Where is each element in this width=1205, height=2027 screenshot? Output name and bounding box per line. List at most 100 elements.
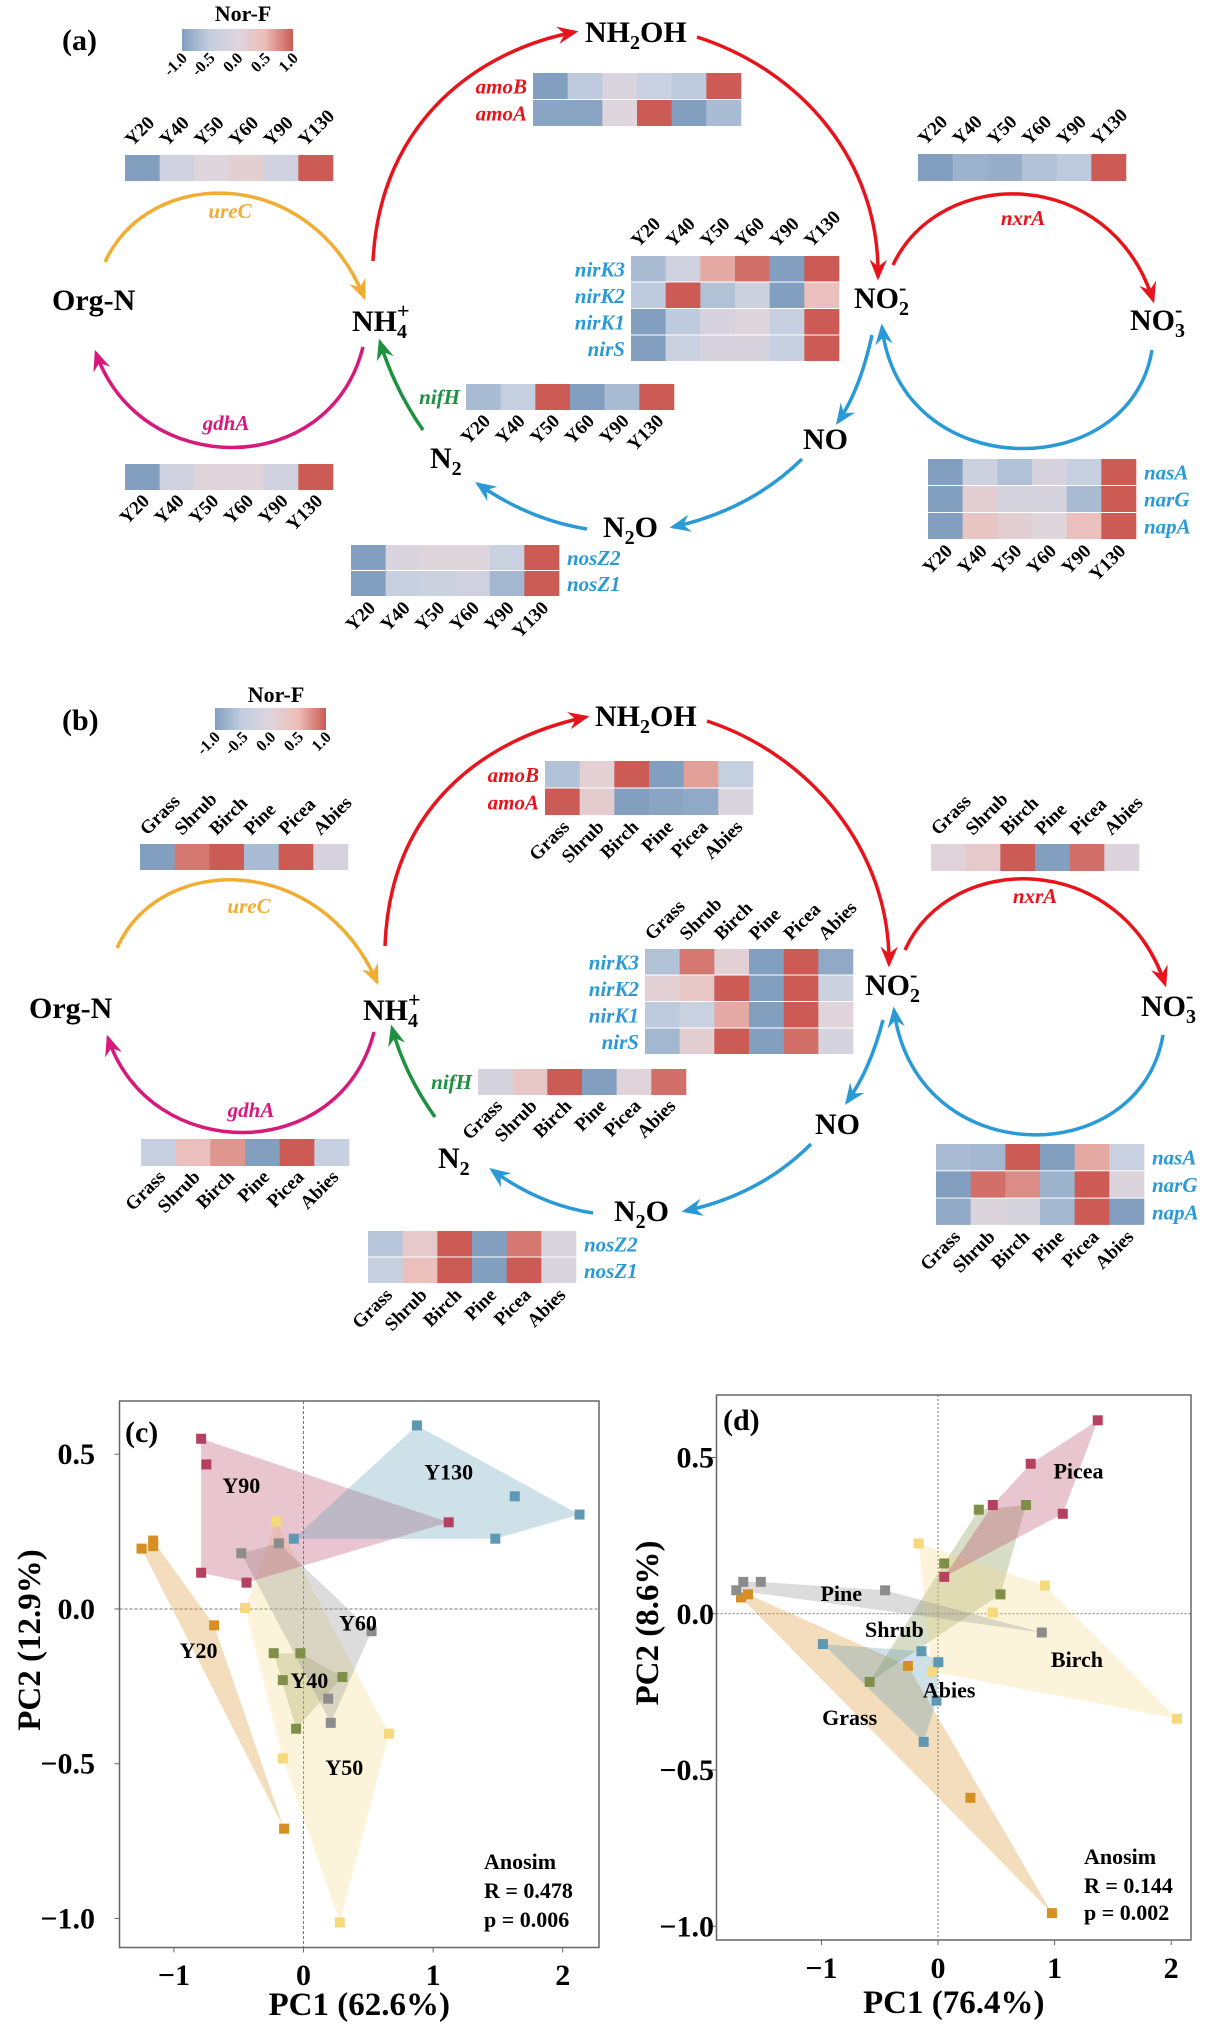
heatmap-cell (918, 154, 953, 181)
plot-frame (715, 1394, 1192, 1941)
heatmap-cell (210, 1139, 246, 1166)
heatmap-cell (1022, 154, 1057, 181)
node-n2: N2 (430, 442, 462, 480)
heatmap-cell (229, 464, 264, 490)
heatmap-cell (582, 1069, 617, 1095)
heatmap-cell (194, 155, 230, 181)
heatmap-cell (570, 384, 605, 410)
gene-label: ureC (208, 199, 252, 223)
column-label: Y40 (377, 598, 415, 636)
column-label: Y60 (731, 214, 769, 252)
node-text-part: NO (1130, 304, 1175, 337)
node-text-part: NH (363, 994, 408, 1027)
node-nh4: NH4+ (352, 298, 410, 343)
heatmap-cell (818, 949, 854, 975)
hull-y20 (141, 1540, 285, 1829)
arrow-nifH (376, 338, 425, 432)
heatmap-cell (645, 975, 680, 1001)
y-tick-label: −0.5 (659, 1754, 714, 1787)
colorbar-legend: Nor-F -1.0-0.5 0.0 0.5 1.0 (161, 1, 302, 80)
heatmap-cell (489, 545, 525, 570)
heatmap-cell (783, 949, 819, 975)
y-tick-label: 0.5 (58, 1438, 96, 1471)
node-text-part: 4 (408, 1010, 418, 1032)
y-axis-label: PC2 (12.9%) (12, 1549, 48, 1730)
heatmap-cell (1056, 154, 1092, 181)
plot-frame (118, 1400, 600, 1949)
heatmap-cell (997, 513, 1033, 539)
heatmap-cell (1040, 1171, 1075, 1198)
heatmap-cell (683, 761, 719, 788)
column-label: Y40 (492, 411, 530, 449)
heatmap-cell (579, 761, 615, 788)
node-text-part: 2 (899, 298, 909, 320)
point-birch (1172, 1713, 1183, 1724)
point-picea (939, 1571, 950, 1582)
heatmap-cell (500, 384, 536, 410)
heatmap-cell (279, 1139, 315, 1166)
node-text-part: NH (595, 700, 640, 733)
point-y50 (240, 1603, 251, 1614)
column-label: Y90 (1053, 112, 1091, 150)
legend-tick: -1.0 (194, 729, 224, 759)
heatmap-cell (541, 1257, 577, 1283)
heatmap-cell (614, 788, 650, 815)
column-label: Abies (523, 1285, 570, 1332)
legend-tick: 0.0 (220, 50, 246, 76)
node-text-part: N (603, 511, 625, 544)
heatmap-cell (402, 1231, 438, 1257)
point-y20 (148, 1535, 159, 1546)
heatmap-cell (175, 1139, 211, 1166)
x-tick-label: 0 (296, 1959, 311, 1992)
group-label: Pine (820, 1581, 862, 1606)
gene-label: nifH (419, 385, 461, 409)
heatmap-cell (472, 1257, 507, 1283)
heatmap-cell (455, 571, 490, 596)
point-pine (755, 1576, 766, 1587)
heatmap-cell (524, 545, 560, 570)
gene-label: amoA (488, 790, 539, 814)
node-text-part: O (646, 1195, 669, 1228)
point-y40 (277, 1675, 288, 1686)
column-label: Y130 (1085, 541, 1130, 586)
heatmap-cell (1005, 1144, 1041, 1171)
column-label: Y20 (116, 491, 154, 529)
heatmap-cell (952, 154, 988, 181)
heatmap-cell (735, 309, 770, 335)
node-n2o: N2O (614, 1195, 669, 1233)
column-label: Y40 (662, 214, 700, 252)
heatmap-cell (928, 486, 963, 512)
arrow-amo (383, 712, 590, 947)
gene-label: gdhA (227, 1098, 275, 1122)
heatmap-cell (1101, 513, 1137, 539)
heatmap-cell (631, 256, 666, 282)
legend-tick: 0.5 (281, 729, 307, 755)
heatmap-cell (547, 1069, 583, 1095)
point-y60 (323, 1693, 334, 1704)
arrow-nos (489, 1167, 594, 1215)
y-tick-label: 0.0 (58, 1593, 96, 1626)
node-text-part: 2 (625, 527, 635, 549)
heatmap-cell (965, 844, 1001, 871)
point-y60 (273, 1538, 284, 1549)
arrow-hao (696, 35, 888, 281)
heatmap-cell (1066, 459, 1102, 485)
node-n2: N2 (438, 1142, 470, 1180)
point-pine (731, 1585, 742, 1596)
column-label: Y130 (282, 491, 327, 536)
point-y40 (295, 1648, 306, 1659)
heatmap-cell (749, 1002, 784, 1028)
node-org-n: Org-N (52, 284, 136, 317)
heatmap-cell (679, 949, 715, 975)
node-text-part: N (614, 1195, 636, 1228)
legend-tick: -0.5 (189, 50, 219, 80)
heatmap-cell (769, 256, 805, 282)
heatmap-cell (804, 309, 840, 335)
gene-label: nirK1 (589, 1003, 639, 1027)
heatmap-cell (700, 256, 736, 282)
heatmap-cell (420, 545, 456, 570)
panel-b-arrows (105, 712, 1168, 1216)
